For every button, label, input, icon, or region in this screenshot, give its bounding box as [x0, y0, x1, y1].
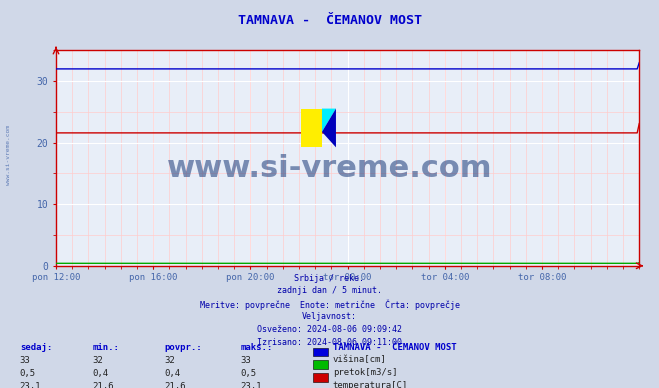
Text: 0,5: 0,5 [20, 369, 36, 378]
Text: www.si-vreme.com: www.si-vreme.com [6, 125, 11, 185]
Text: 32: 32 [92, 356, 103, 365]
Text: 21,6: 21,6 [165, 382, 186, 388]
Text: Veljavnost:: Veljavnost: [302, 312, 357, 321]
Text: 32: 32 [165, 356, 175, 365]
Text: 33: 33 [241, 356, 251, 365]
Text: TAMNAVA -  ČEMANOV MOST: TAMNAVA - ČEMANOV MOST [333, 343, 457, 352]
Text: višina[cm]: višina[cm] [333, 355, 387, 364]
Text: Srbija / reke.: Srbija / reke. [295, 274, 364, 282]
Text: pretok[m3/s]: pretok[m3/s] [333, 368, 397, 377]
Text: temperatura[C]: temperatura[C] [333, 381, 408, 388]
Text: Meritve: povprečne  Enote: metrične  Črta: povprečje: Meritve: povprečne Enote: metrične Črta:… [200, 299, 459, 310]
Text: Izrisano: 2024-08-06 09:11:00: Izrisano: 2024-08-06 09:11:00 [257, 338, 402, 346]
Text: 33: 33 [20, 356, 30, 365]
Bar [301, 109, 322, 147]
Text: 0,5: 0,5 [241, 369, 256, 378]
Text: Osveženo: 2024-08-06 09:09:42: Osveženo: 2024-08-06 09:09:42 [257, 325, 402, 334]
Text: zadnji dan / 5 minut.: zadnji dan / 5 minut. [277, 286, 382, 295]
Polygon shape [322, 109, 336, 147]
Text: 0,4: 0,4 [165, 369, 181, 378]
Text: povpr.:: povpr.: [165, 343, 202, 352]
Text: www.si-vreme.com: www.si-vreme.com [167, 154, 492, 183]
Text: min.:: min.: [92, 343, 119, 352]
Text: maks.:: maks.: [241, 343, 273, 352]
Text: 21,6: 21,6 [92, 382, 114, 388]
Text: sedaj:: sedaj: [20, 343, 52, 352]
Text: 23,1: 23,1 [241, 382, 262, 388]
Polygon shape [322, 109, 336, 132]
Text: 0,4: 0,4 [92, 369, 108, 378]
Text: TAMNAVA -  ČEMANOV MOST: TAMNAVA - ČEMANOV MOST [237, 14, 422, 27]
Text: 23,1: 23,1 [20, 382, 42, 388]
